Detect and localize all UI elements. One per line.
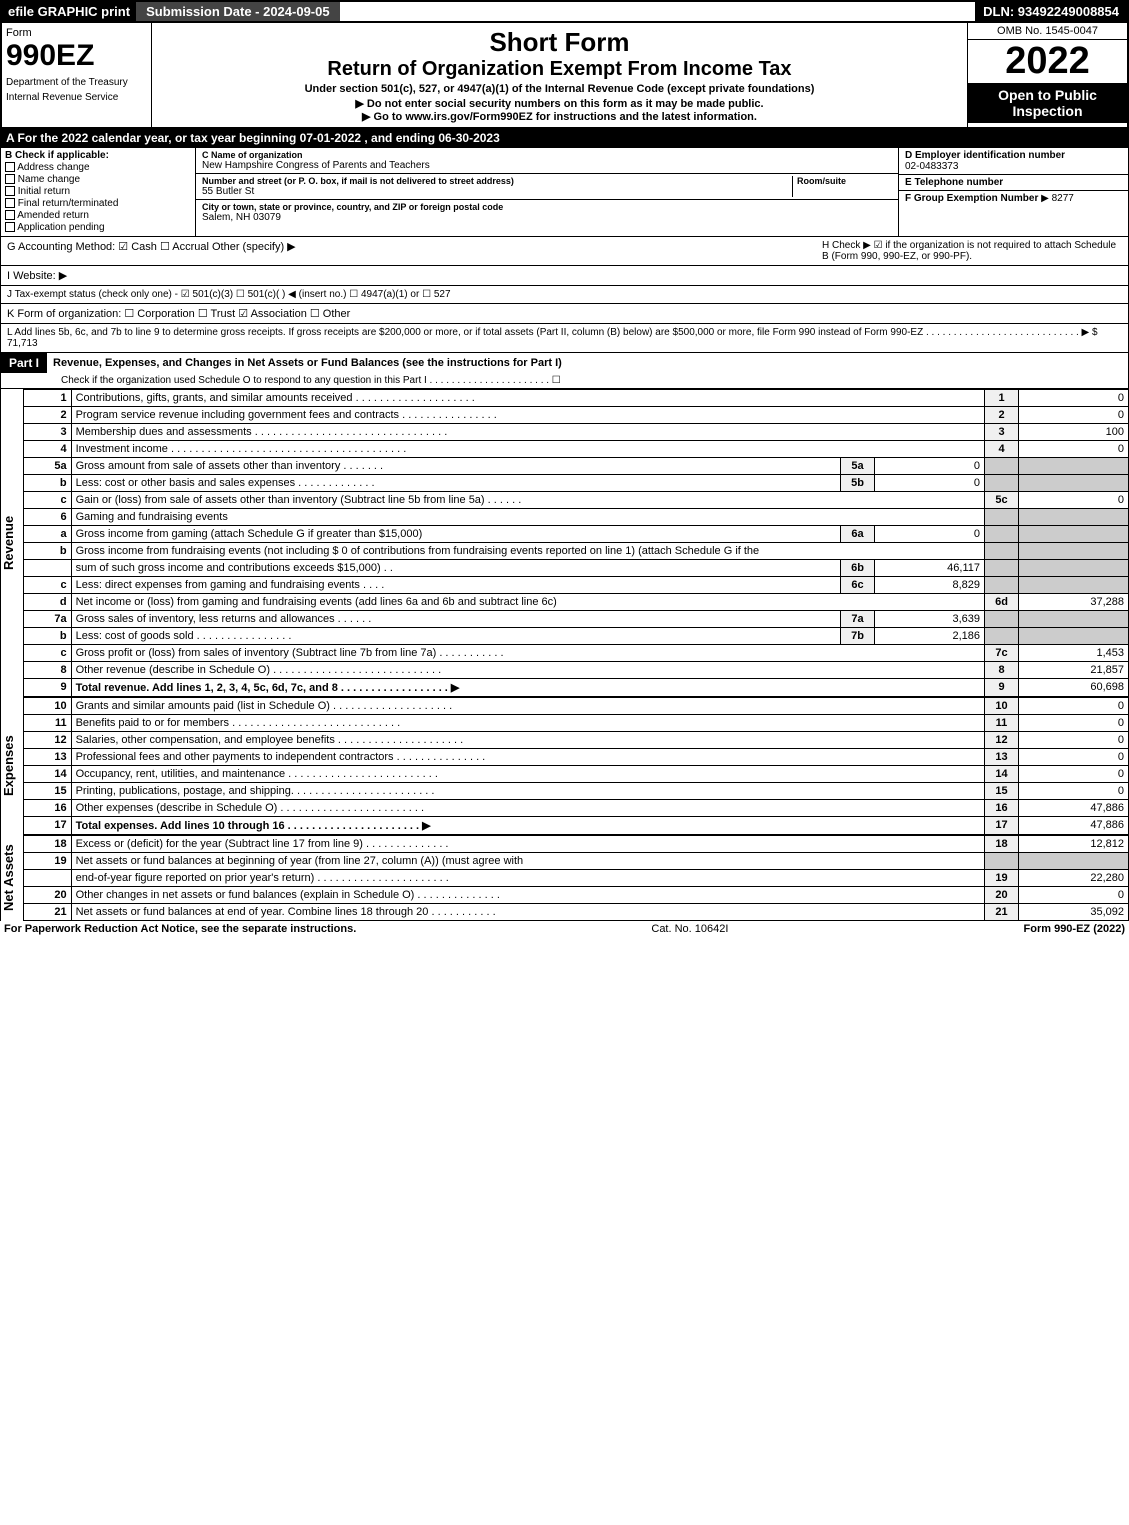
col-b: B Check if applicable: Address change Na… xyxy=(1,148,196,236)
ein-lbl: D Employer identification number xyxy=(905,150,1122,161)
chk-pending[interactable]: Application pending xyxy=(5,222,191,233)
line-j: J Tax-exempt status (check only one) - ☑… xyxy=(0,286,1129,304)
line-row: 10Grants and similar amounts paid (list … xyxy=(23,698,1128,715)
info-block: B Check if applicable: Address change Na… xyxy=(0,147,1129,237)
line-row: cGain or (loss) from sale of assets othe… xyxy=(23,492,1128,509)
line-row: 5aGross amount from sale of assets other… xyxy=(23,458,1128,475)
omb-number: OMB No. 1545-0047 xyxy=(968,23,1127,40)
expenses-section: Expenses 10Grants and similar amounts pa… xyxy=(0,697,1129,835)
line-k: K Form of organization: ☐ Corporation ☐ … xyxy=(0,304,1129,324)
line-row: 3Membership dues and assessments . . . .… xyxy=(23,424,1128,441)
efile-label[interactable]: efile GRAPHIC print xyxy=(2,2,136,21)
department: Department of the Treasury xyxy=(6,77,147,88)
tel-lbl: E Telephone number xyxy=(905,177,1122,188)
line-row: 2Program service revenue including gover… xyxy=(23,407,1128,424)
efile-header: efile GRAPHIC print Submission Date - 20… xyxy=(0,0,1129,23)
line-l: L Add lines 5b, 6c, and 7b to line 9 to … xyxy=(0,324,1129,353)
ein: 02-0483373 xyxy=(905,161,1122,172)
room-lbl: Room/suite xyxy=(797,176,892,186)
line-row: aGross income from gaming (attach Schedu… xyxy=(23,526,1128,543)
netassets-table: 18Excess or (deficit) for the year (Subt… xyxy=(23,835,1129,921)
org-addr: 55 Butler St xyxy=(202,186,792,197)
line-row: bLess: cost or other basis and sales exp… xyxy=(23,475,1128,492)
line-row: 6Gaming and fundraising events xyxy=(23,509,1128,526)
expenses-label: Expenses xyxy=(1,697,23,835)
col-c: C Name of organization New Hampshire Con… xyxy=(196,148,898,236)
org-name: New Hampshire Congress of Parents and Te… xyxy=(202,160,892,171)
line-row: 8Other revenue (describe in Schedule O) … xyxy=(23,662,1128,679)
chk-initial[interactable]: Initial return xyxy=(5,186,191,197)
netassets-section: Net Assets 18Excess or (deficit) for the… xyxy=(0,835,1129,921)
form-label: Form xyxy=(6,27,147,39)
short-form: Short Form xyxy=(156,27,963,58)
netassets-label: Net Assets xyxy=(1,835,23,921)
line-row: sum of such gross income and contributio… xyxy=(23,560,1128,577)
goto-link[interactable]: ▶ Go to www.irs.gov/Form990EZ for instru… xyxy=(156,110,963,123)
footer-right: Form 990-EZ (2022) xyxy=(1024,923,1125,935)
tax-year: 2022 xyxy=(968,40,1127,83)
line-row: bGross income from fundraising events (n… xyxy=(23,543,1128,560)
revenue-table: 1Contributions, gifts, grants, and simil… xyxy=(23,389,1129,697)
part1-label: Part I xyxy=(1,353,47,373)
line-row: 18Excess or (deficit) for the year (Subt… xyxy=(23,836,1128,853)
chk-amended[interactable]: Amended return xyxy=(5,210,191,221)
col-d: D Employer identification number 02-0483… xyxy=(898,148,1128,236)
main-title: Return of Organization Exempt From Incom… xyxy=(156,58,963,81)
chk-final[interactable]: Final return/terminated xyxy=(5,198,191,209)
grp-lbl: F Group Exemption Number xyxy=(905,193,1038,204)
b-title: B Check if applicable: xyxy=(5,150,191,161)
line-row: 21Net assets or fund balances at end of … xyxy=(23,904,1128,921)
chk-name[interactable]: Name change xyxy=(5,174,191,185)
line-row: 19Net assets or fund balances at beginni… xyxy=(23,853,1128,870)
line-row: 4Investment income . . . . . . . . . . .… xyxy=(23,441,1128,458)
line-row: bLess: cost of goods sold . . . . . . . … xyxy=(23,628,1128,645)
org-city: Salem, NH 03079 xyxy=(202,212,892,223)
line-a: A For the 2022 calendar year, or tax yea… xyxy=(0,129,1129,147)
line-row: 12Salaries, other compensation, and empl… xyxy=(23,732,1128,749)
line-row: 14Occupancy, rent, utilities, and mainte… xyxy=(23,766,1128,783)
line-row: 7aGross sales of inventory, less returns… xyxy=(23,611,1128,628)
line-row: 9Total revenue. Add lines 1, 2, 3, 4, 5c… xyxy=(23,679,1128,697)
title-block: Form 990EZ Department of the Treasury In… xyxy=(0,23,1129,129)
no-ssn: ▶ Do not enter social security numbers o… xyxy=(156,97,963,110)
part1-title: Revenue, Expenses, and Changes in Net As… xyxy=(47,354,568,372)
c-addr-lbl: Number and street (or P. O. box, if mail… xyxy=(202,176,792,186)
line-row: cLess: direct expenses from gaming and f… xyxy=(23,577,1128,594)
line-row: 16Other expenses (describe in Schedule O… xyxy=(23,800,1128,817)
line-row: 17Total expenses. Add lines 10 through 1… xyxy=(23,817,1128,835)
line-row: 13Professional fees and other payments t… xyxy=(23,749,1128,766)
under-section: Under section 501(c), 527, or 4947(a)(1)… xyxy=(156,83,963,95)
grp-num: ▶ 8277 xyxy=(1041,193,1074,204)
line-i: I Website: ▶ xyxy=(0,266,1129,286)
form-number: 990EZ xyxy=(6,39,147,73)
line-row: dNet income or (loss) from gaming and fu… xyxy=(23,594,1128,611)
line-row: cGross profit or (loss) from sales of in… xyxy=(23,645,1128,662)
part1-header: Part I Revenue, Expenses, and Changes in… xyxy=(0,353,1129,389)
footer: For Paperwork Reduction Act Notice, see … xyxy=(0,921,1129,937)
dln: DLN: 93492249008854 xyxy=(975,2,1127,21)
line-row: 20Other changes in net assets or fund ba… xyxy=(23,887,1128,904)
c-name-lbl: C Name of organization xyxy=(202,150,892,160)
line-row: 11Benefits paid to or for members . . . … xyxy=(23,715,1128,732)
irs: Internal Revenue Service xyxy=(6,92,147,103)
line-row: 1Contributions, gifts, grants, and simil… xyxy=(23,390,1128,407)
line-row: end-of-year figure reported on prior yea… xyxy=(23,870,1128,887)
c-city-lbl: City or town, state or province, country… xyxy=(202,202,892,212)
open-public: Open to Public Inspection xyxy=(968,83,1127,123)
line-g: G Accounting Method: ☑ Cash ☐ Accrual Ot… xyxy=(7,240,822,262)
revenue-section: Revenue 1Contributions, gifts, grants, a… xyxy=(0,389,1129,697)
line-row: 15Printing, publications, postage, and s… xyxy=(23,783,1128,800)
footer-left: For Paperwork Reduction Act Notice, see … xyxy=(4,923,356,935)
expenses-table: 10Grants and similar amounts paid (list … xyxy=(23,697,1129,835)
submission-date: Submission Date - 2024-09-05 xyxy=(136,2,340,21)
part1-check: Check if the organization used Schedule … xyxy=(1,373,1128,388)
revenue-label: Revenue xyxy=(1,389,23,697)
footer-center: Cat. No. 10642I xyxy=(651,923,728,935)
chk-address[interactable]: Address change xyxy=(5,162,191,173)
line-h: H Check ▶ ☑ if the organization is not r… xyxy=(822,240,1122,262)
